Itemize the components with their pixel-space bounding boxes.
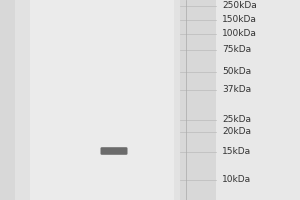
Text: 150kDa: 150kDa bbox=[222, 16, 257, 24]
FancyBboxPatch shape bbox=[100, 147, 127, 155]
Text: 50kDa: 50kDa bbox=[222, 68, 251, 76]
Text: 75kDa: 75kDa bbox=[222, 46, 251, 54]
Text: 100kDa: 100kDa bbox=[222, 29, 257, 38]
Text: 37kDa: 37kDa bbox=[222, 85, 251, 94]
Bar bbox=[0, 0, 216, 200]
Text: 250kDa: 250kDa bbox=[222, 1, 257, 10]
Text: 10kDa: 10kDa bbox=[222, 176, 251, 184]
Bar bbox=[15, 0, 180, 200]
Text: 15kDa: 15kDa bbox=[222, 148, 251, 156]
Text: 20kDa: 20kDa bbox=[222, 128, 251, 136]
Text: 25kDa: 25kDa bbox=[222, 116, 251, 124]
Bar bbox=[30, 0, 174, 200]
